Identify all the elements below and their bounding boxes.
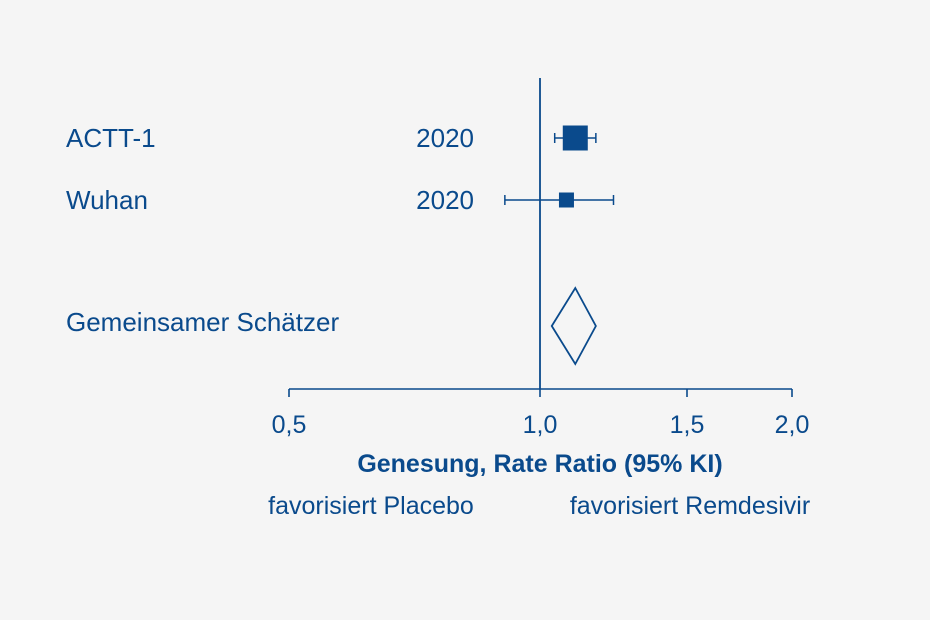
x-tick-label-2: 1,5: [670, 411, 705, 439]
pooled-name: Gemeinsamer Schätzer: [66, 307, 339, 337]
direction-label-left: favorisiert Placebo: [268, 492, 474, 520]
study-year-1: 2020: [416, 185, 474, 215]
point-estimate-0: [562, 125, 588, 151]
pooled-diamond: [550, 286, 597, 366]
x-axis-title: Genesung, Rate Ratio (95% KI): [357, 450, 722, 478]
point-estimate-1: [558, 192, 574, 208]
x-tick-label-1: 1,0: [523, 411, 558, 439]
study-year-0: 2020: [416, 123, 474, 153]
x-tick-label-3: 2,0: [775, 411, 810, 439]
study-name-0: ACTT-1: [66, 123, 156, 153]
x-tick-label-0: 0,5: [272, 411, 307, 439]
direction-label-right: favorisiert Remdesivir: [570, 492, 810, 520]
study-name-1: Wuhan: [66, 185, 148, 215]
